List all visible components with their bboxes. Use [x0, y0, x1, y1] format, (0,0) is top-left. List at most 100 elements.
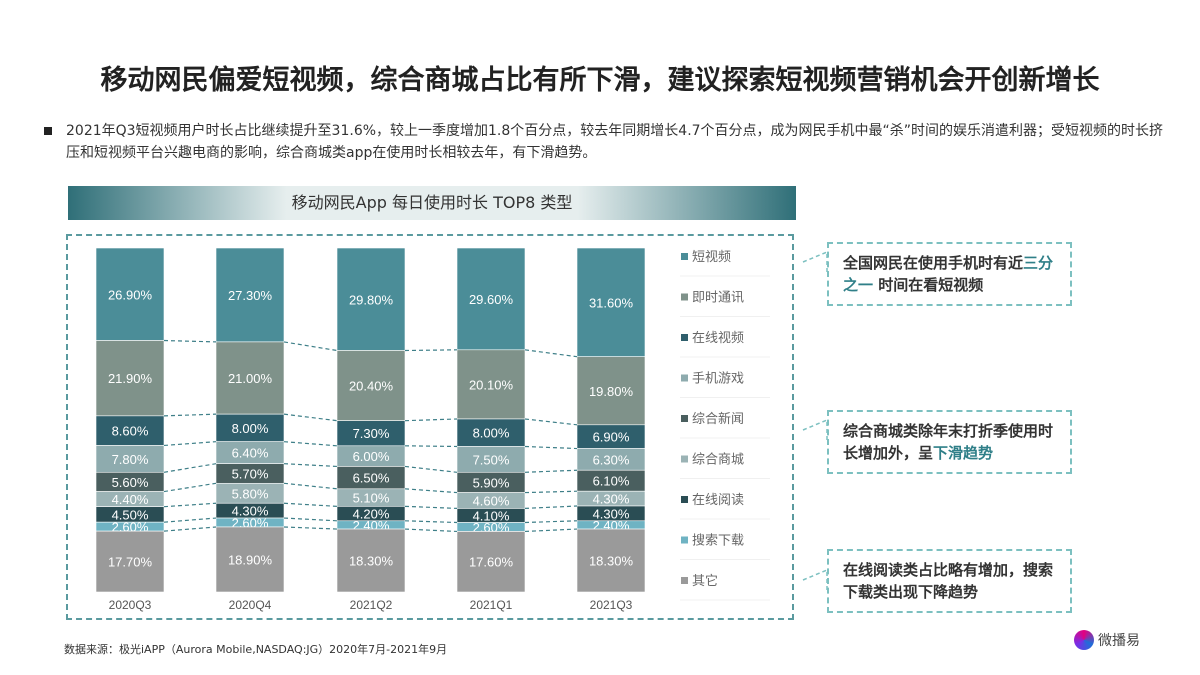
connector-line [404, 528, 458, 533]
data-label: 4.30% [593, 506, 630, 521]
callout-mall: 综合商城类除年末打折季使用时长增加外，呈下滑趋势 [827, 410, 1072, 474]
connector-line [524, 349, 578, 358]
logo-icon [1074, 630, 1094, 650]
connector-line [283, 482, 338, 490]
legend-swatch [681, 496, 688, 503]
connector-line [163, 482, 217, 493]
data-label: 21.00% [228, 371, 273, 386]
data-label: 5.60% [112, 475, 149, 490]
legend-label: 综合新闻 [692, 411, 744, 427]
connector-line [283, 341, 338, 352]
data-label: 8.00% [473, 426, 510, 441]
data-label: 6.50% [353, 471, 390, 486]
data-source: 数据来源：极光iAPP（Aurora Mobile,NASDAQ:JG）2020… [64, 643, 448, 656]
data-label: 4.20% [353, 507, 390, 522]
connector-line [524, 528, 578, 533]
legend-label: 搜索下载 [692, 534, 744, 549]
bar-segment [215, 526, 285, 593]
data-label: 7.30% [353, 426, 390, 441]
data-label: 6.90% [593, 430, 630, 445]
bar-segment [456, 531, 526, 593]
callout-highlight: 下滑趋势 [933, 444, 994, 462]
bar-segment [95, 247, 165, 341]
legend-label: 在线阅读 [692, 493, 744, 508]
data-label: 6.40% [232, 446, 269, 461]
legend-label: 即时通讯 [692, 291, 744, 306]
callout-text: 时间在看短视频 [873, 276, 984, 294]
data-label: 29.80% [349, 292, 394, 307]
connector-line [163, 463, 217, 473]
data-label: 18.30% [589, 554, 634, 569]
data-label: 5.90% [473, 475, 510, 490]
callout-short-video: 全国网民在使用手机时有近三分之一 时间在看短视频 [827, 242, 1072, 306]
connector-line [163, 502, 217, 508]
data-label: 8.60% [112, 424, 149, 439]
bullet-marker [44, 127, 52, 135]
legend-swatch [681, 577, 688, 584]
callout-text: 全国网民在使用手机时有近 [843, 254, 1024, 272]
legend-swatch [681, 334, 688, 341]
bar-segment [336, 247, 406, 351]
callout-text: 综合商城类除年末打折季使用时长增加外，呈 [843, 422, 1054, 462]
bar-segment [456, 247, 526, 351]
legend-swatch [681, 415, 688, 422]
logo-text: 微播易 [1098, 633, 1140, 649]
data-label: 6.10% [593, 474, 630, 489]
legend-swatch [681, 455, 688, 463]
connector-line [163, 413, 217, 417]
data-label: 7.50% [473, 452, 510, 467]
data-label: 7.80% [112, 452, 149, 467]
data-label: 31.60% [589, 295, 634, 310]
callout-pointer [802, 418, 828, 442]
connector-line [283, 526, 338, 530]
data-label: 17.60% [469, 555, 514, 570]
x-tick-label: 2021Q2 [350, 598, 393, 612]
bar-segment [95, 445, 165, 473]
data-label: 5.80% [232, 486, 269, 501]
page-title: 移动网民偏爱短视频，综合商城占比有所下滑，建议探索短视频营销机会开创新增长 [100, 65, 1100, 96]
connector-line [524, 505, 578, 510]
legend-label: 综合商城 [692, 453, 744, 468]
data-label: 6.00% [353, 449, 390, 464]
legend-swatch [681, 536, 688, 544]
connector-line [524, 490, 578, 494]
x-tick-label: 2020Q3 [109, 598, 152, 612]
x-tick-label: 2021Q1 [470, 598, 513, 612]
bar-segment [576, 528, 646, 593]
data-label: 20.40% [349, 379, 394, 394]
data-label: 4.30% [232, 504, 269, 519]
bar-segment [576, 247, 646, 358]
data-label: 4.50% [112, 507, 149, 522]
connector-line [524, 469, 578, 473]
bar-segment [336, 528, 406, 593]
connector-line [524, 520, 578, 524]
connector-line [524, 418, 578, 426]
data-label: 26.90% [108, 287, 153, 302]
legend-label: 手机游戏 [692, 372, 744, 387]
connector-line [404, 349, 458, 352]
data-label: 19.80% [589, 384, 634, 399]
bar-segment [456, 446, 526, 473]
summary-text: 2021年Q3短视频用户时长占比继续提升至31.6%，较上一季度增加1.8个百分… [66, 123, 1164, 161]
data-label: 4.30% [593, 492, 630, 507]
data-label: 4.60% [473, 493, 510, 508]
data-label: 8.00% [232, 421, 269, 436]
connector-line [404, 418, 458, 422]
data-label: 4.40% [112, 492, 149, 507]
data-label: 18.30% [349, 554, 394, 569]
data-label: 20.10% [469, 377, 514, 392]
connector-line [283, 463, 338, 468]
connector-line [283, 441, 338, 447]
data-label: 27.30% [228, 288, 273, 303]
connector-line [283, 502, 338, 507]
bar-segment [456, 349, 526, 420]
callout-pointer [802, 250, 828, 274]
connector-line [404, 465, 458, 473]
callout-text: 在线阅读类占比略有增加，搜索下载类出现下降趋势 [843, 561, 1054, 601]
callout-highlight: 三分之一 [843, 254, 1054, 294]
brand-logo: 微播易 [1074, 630, 1140, 650]
callout-pointer [802, 568, 828, 592]
bar-segment [95, 530, 165, 593]
data-label: 21.90% [108, 371, 153, 386]
